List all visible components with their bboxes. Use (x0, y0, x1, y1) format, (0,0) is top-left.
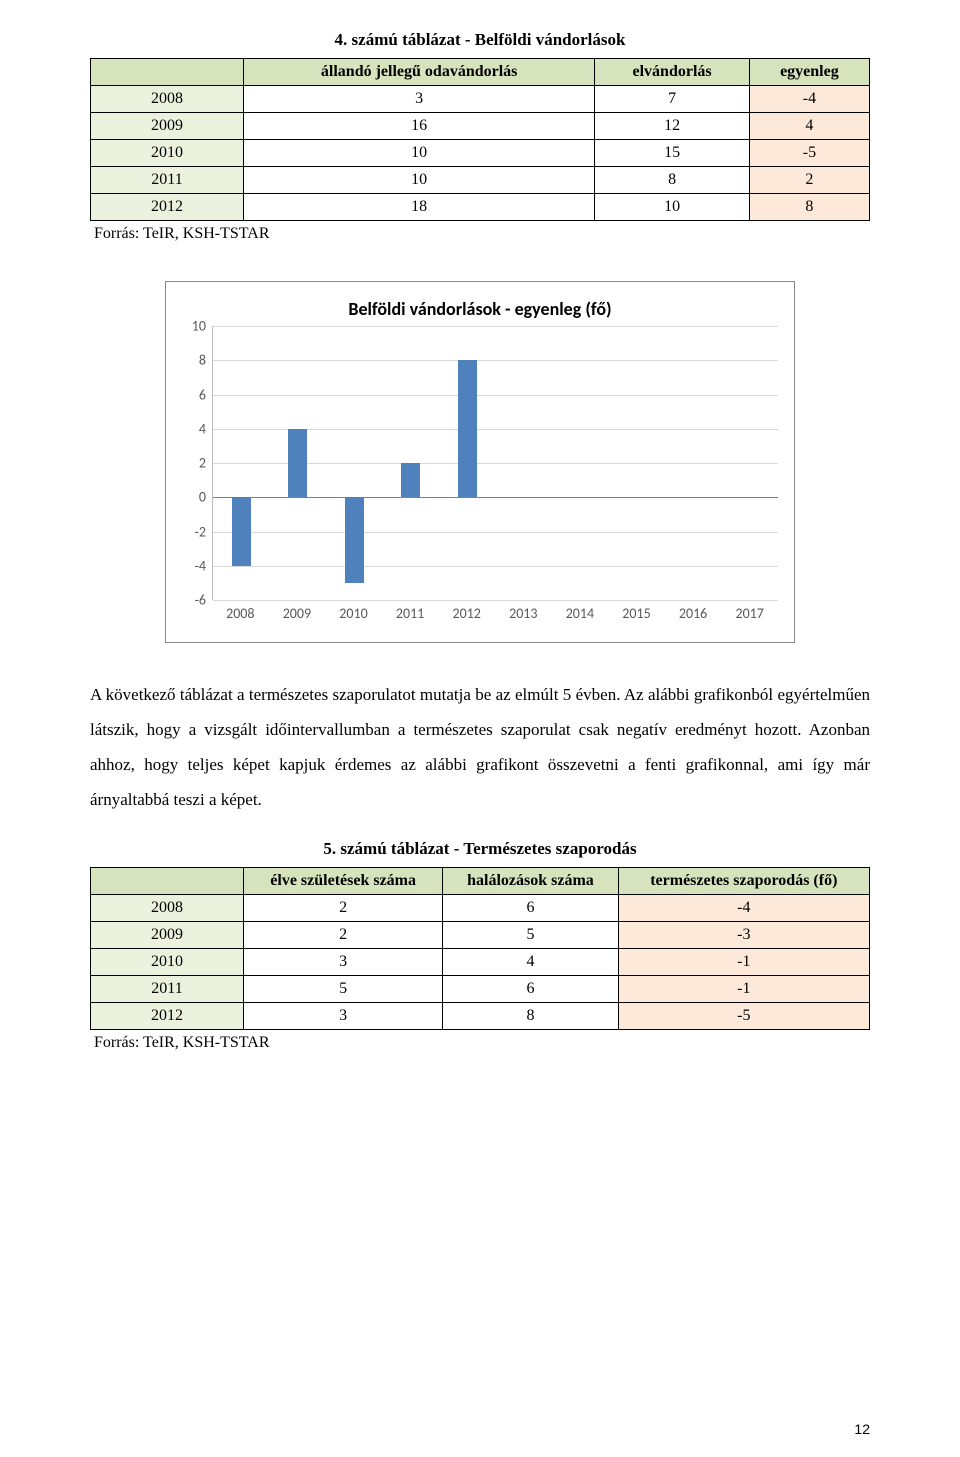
chart-plot-area (212, 326, 778, 600)
table1-value-cell: 10 (595, 194, 750, 221)
table1-value-cell: 15 (595, 140, 750, 167)
table2-source: Forrás: TeIR, KSH-TSTAR (94, 1034, 870, 1052)
table2-value-cell: -5 (618, 1003, 869, 1030)
table2-value-cell: 6 (443, 976, 618, 1003)
chart-y-axis: -6-4-20246810 (182, 326, 212, 622)
table2-year-cell: 2012 (91, 1003, 244, 1030)
chart-x-axis: 2008 2009 2010 2011 2012 2013 2014 2015 2016 2017 (212, 600, 778, 622)
table2-value-cell: 5 (443, 922, 618, 949)
table1-year-cell: 2009 (91, 113, 244, 140)
table2-header-cell (91, 868, 244, 895)
chart-gridline (213, 326, 778, 327)
chart-bar (401, 463, 420, 497)
chart-plot-column: 2008 2009 2010 2011 2012 2013 2014 2015 2016 2017 (212, 326, 778, 622)
table1-value-cell: 16 (244, 113, 595, 140)
table2-value-cell: 6 (443, 895, 618, 922)
chart-x-tick-label: 2010 (339, 605, 367, 622)
table2-value-cell: -1 (618, 949, 869, 976)
chart-bar (232, 497, 251, 566)
table2-year-cell: 2011 (91, 976, 244, 1003)
table1-value-cell: 7 (595, 86, 750, 113)
page-number: 12 (854, 1421, 870, 1437)
table2-value-cell: -4 (618, 895, 869, 922)
table1-value-cell: 3 (244, 86, 595, 113)
table2-year-cell: 2009 (91, 922, 244, 949)
chart-title: Belföldi vándorlások - egyenleg (fő) (182, 298, 778, 320)
table1-value-cell: 18 (244, 194, 595, 221)
table1-year-cell: 2010 (91, 140, 244, 167)
table2-year-cell: 2010 (91, 949, 244, 976)
table1-year-cell: 2011 (91, 167, 244, 194)
chart-bar (288, 429, 307, 498)
table2-value-cell: 5 (244, 976, 443, 1003)
table1: állandó jellegű odavándorláselvándorláse… (90, 58, 870, 221)
table1-year-cell: 2012 (91, 194, 244, 221)
table2-value-cell: -3 (618, 922, 869, 949)
table2-value-cell: 8 (443, 1003, 618, 1030)
chart-zero-line (213, 497, 778, 498)
table2-header-cell: természetes szaporodás (fő) (618, 868, 869, 895)
table2-header-cell: élve születések száma (244, 868, 443, 895)
chart-y-tick-label: 4 (199, 420, 206, 437)
chart-x-tick-label: 2008 (226, 605, 254, 622)
table2-value-cell: 2 (244, 895, 443, 922)
chart-x-tick-label: 2013 (509, 605, 537, 622)
table2-header-cell: halálozások száma (443, 868, 618, 895)
chart-y-tick-label: 6 (199, 386, 206, 403)
table1-title: 4. számú táblázat - Belföldi vándorlások (90, 30, 870, 50)
table1-year-cell: 2008 (91, 86, 244, 113)
table1-value-cell: -4 (749, 86, 869, 113)
table1-header-cell: állandó jellegű odavándorlás (244, 59, 595, 86)
chart-y-tick-label: 8 (199, 352, 206, 369)
table2-value-cell: -1 (618, 976, 869, 1003)
table1-header-cell (91, 59, 244, 86)
table1-header-cell: elvándorlás (595, 59, 750, 86)
chart-x-tick-label: 2012 (452, 605, 480, 622)
table1-value-cell: 2 (749, 167, 869, 194)
chart-x-tick-label: 2014 (566, 605, 594, 622)
table1-header-cell: egyenleg (749, 59, 869, 86)
table1-value-cell: -5 (749, 140, 869, 167)
table1-value-cell: 10 (244, 167, 595, 194)
table1-value-cell: 4 (749, 113, 869, 140)
chart-gridline (213, 532, 778, 533)
table2-value-cell: 3 (244, 949, 443, 976)
table1-value-cell: 8 (595, 167, 750, 194)
chart-y-tick-label: 0 (199, 489, 206, 506)
body-paragraph: A következő táblázat a természetes szapo… (90, 677, 870, 817)
chart-x-tick-label: 2011 (396, 605, 424, 622)
chart-y-tick-label: -4 (195, 557, 206, 574)
table2-value-cell: 3 (244, 1003, 443, 1030)
chart-gridline (213, 566, 778, 567)
table2-value-cell: 2 (244, 922, 443, 949)
chart-x-tick-label: 2017 (735, 605, 763, 622)
chart-y-tick-label: 2 (199, 455, 206, 472)
chart-x-tick-label: 2015 (622, 605, 650, 622)
chart-gridline (213, 395, 778, 396)
table2-year-cell: 2008 (91, 895, 244, 922)
migration-balance-chart: Belföldi vándorlások - egyenleg (fő) -6 -… (165, 281, 795, 643)
table2: élve születések számahalálozások számate… (90, 867, 870, 1030)
table2-title: 5. számú táblázat - Természetes szaporod… (90, 839, 870, 859)
chart-y-tick-label: 10 (192, 318, 206, 335)
chart-y-tick-label: -6 (195, 592, 206, 609)
table1-source: Forrás: TeIR, KSH-TSTAR (94, 225, 870, 243)
chart-x-tick-label: 2016 (679, 605, 707, 622)
chart-bar (458, 360, 477, 497)
chart-y-tick-label: -2 (195, 523, 206, 540)
table1-value-cell: 12 (595, 113, 750, 140)
table2-value-cell: 4 (443, 949, 618, 976)
chart-gridline (213, 360, 778, 361)
chart-x-tick-label: 2009 (283, 605, 311, 622)
table1-value-cell: 8 (749, 194, 869, 221)
table1-value-cell: 10 (244, 140, 595, 167)
chart-bar (345, 497, 364, 583)
